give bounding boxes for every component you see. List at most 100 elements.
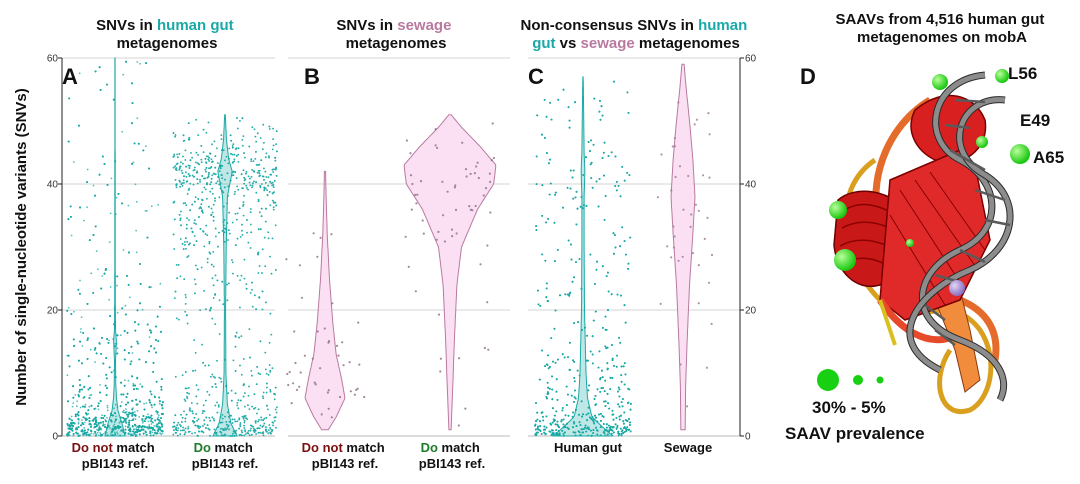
data-point [131, 352, 134, 354]
data-point [102, 417, 105, 419]
data-point [190, 402, 193, 404]
data-point [272, 186, 275, 189]
data-point [231, 174, 234, 177]
data-point [157, 426, 160, 429]
panel-a-points [66, 60, 278, 437]
data-point [227, 392, 230, 395]
data-point [236, 218, 238, 221]
data-point [116, 352, 119, 355]
data-point [108, 241, 111, 244]
data-point [176, 317, 178, 320]
data-point [92, 234, 95, 236]
data-point [156, 432, 159, 435]
data-point [135, 200, 138, 203]
data-point [197, 418, 200, 421]
data-point [145, 416, 148, 418]
data-point [126, 331, 129, 334]
data-point [271, 237, 274, 240]
panel-a-title-part1: SNVs in [96, 17, 157, 34]
data-point [114, 427, 117, 430]
data-point [66, 354, 69, 357]
data-point [259, 211, 261, 214]
data-point [68, 431, 71, 434]
data-point [193, 166, 196, 169]
data-point [124, 304, 127, 307]
data-point [81, 429, 84, 432]
data-point [98, 428, 100, 431]
data-point [135, 229, 138, 232]
data-point [241, 229, 243, 232]
data-point [113, 307, 116, 310]
data-point [249, 211, 252, 214]
data-point [227, 229, 230, 232]
data-point [150, 404, 153, 406]
data-point [149, 329, 151, 332]
data-point [79, 340, 81, 343]
data-point [159, 305, 161, 308]
data-point [107, 342, 110, 344]
data-point [81, 345, 84, 347]
data-point [182, 140, 185, 142]
data-point [144, 430, 147, 433]
data-point [109, 315, 111, 317]
data-point [136, 117, 139, 119]
data-point [161, 423, 163, 426]
data-point [218, 170, 221, 173]
data-point [159, 400, 161, 403]
data-point [83, 219, 85, 222]
data-point [179, 185, 182, 188]
data-point [267, 237, 270, 240]
data-point [154, 419, 157, 422]
data-point [212, 203, 215, 206]
data-point [86, 418, 88, 421]
data-point [137, 142, 140, 145]
data-point [105, 394, 108, 396]
data-point [153, 403, 156, 406]
data-point [132, 430, 135, 433]
data-point [112, 98, 115, 101]
data-point [227, 162, 230, 165]
data-point [141, 418, 144, 421]
data-point [230, 389, 233, 392]
panel-a-title: SNVs in human gut metagenomes [96, 17, 238, 52]
data-point [184, 159, 187, 161]
data-point [84, 429, 86, 432]
data-point [224, 358, 226, 361]
data-point [67, 400, 69, 403]
data-point [136, 403, 139, 406]
data-point [73, 310, 75, 313]
data-point [98, 426, 101, 429]
data-point [195, 384, 198, 387]
data-point [135, 387, 138, 390]
data-point [134, 435, 137, 437]
data-point [151, 428, 154, 431]
y-tick-label: 40 [47, 180, 59, 191]
data-point [216, 401, 219, 404]
panel-a-title-line2: metagenomes [117, 35, 218, 52]
panel-c-title-end: metagenomes [635, 35, 740, 52]
data-point [236, 127, 239, 130]
data-point [157, 428, 160, 430]
data-point [224, 178, 226, 181]
data-point [186, 395, 188, 398]
data-point [105, 420, 107, 423]
data-point [97, 408, 100, 411]
data-point [137, 388, 140, 390]
data-point [180, 210, 182, 213]
data-point [90, 432, 93, 435]
data-point [98, 66, 101, 69]
data-point [77, 411, 80, 413]
data-point [228, 232, 231, 235]
data-point [116, 347, 119, 350]
data-point [160, 330, 162, 333]
data-point [109, 286, 112, 288]
data-point [70, 415, 73, 418]
violin-a-1 [104, 57, 126, 437]
data-point [147, 420, 150, 423]
data-point [145, 361, 147, 364]
data-point [239, 279, 242, 281]
data-point [137, 342, 140, 345]
data-point [202, 128, 205, 131]
data-point [155, 380, 158, 383]
